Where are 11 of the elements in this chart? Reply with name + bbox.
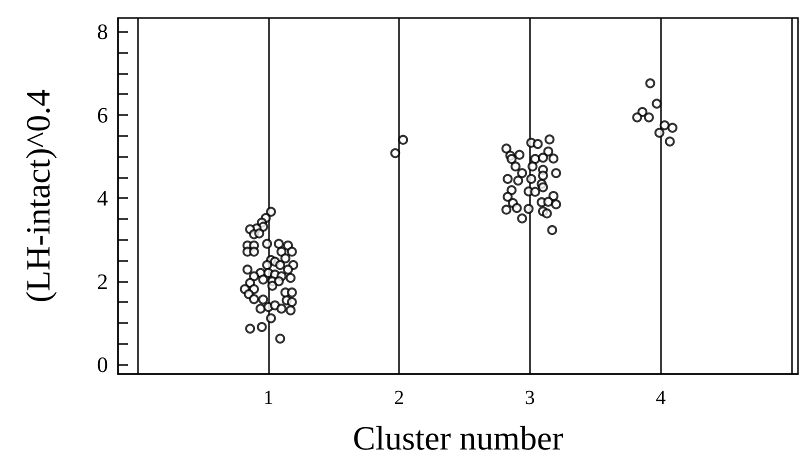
y-axis-title: (LH-intact)^0.4 — [20, 89, 58, 303]
y-tick-label: 8 — [97, 19, 108, 44]
y-tick-label: 4 — [97, 186, 108, 211]
x-axis-title: Cluster number — [352, 420, 564, 458]
x-tick-label: 2 — [394, 387, 404, 409]
x-tick-label: 4 — [656, 387, 666, 409]
y-tick-label: 6 — [97, 102, 108, 128]
y-tick-label: 0 — [97, 352, 108, 377]
y-tick-label: 2 — [97, 268, 108, 294]
x-tick-label: 3 — [524, 387, 535, 409]
x-tick-label: 1 — [263, 387, 274, 409]
